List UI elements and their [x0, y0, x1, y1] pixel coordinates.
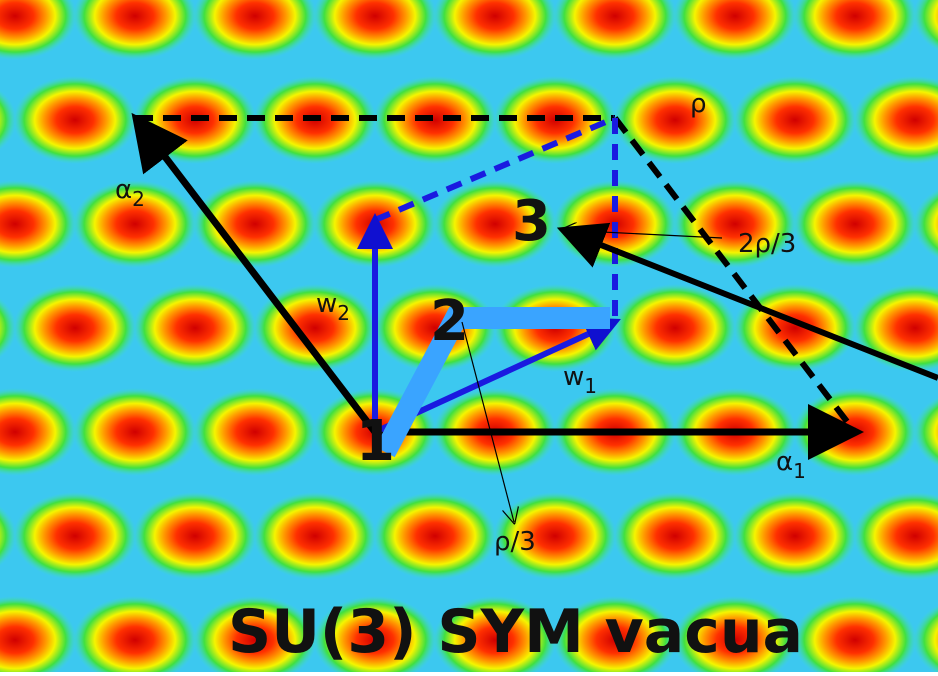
vacuum-label: 1: [356, 409, 395, 474]
rho-third-label: ρ/3: [494, 527, 536, 557]
symbol: α: [115, 175, 132, 205]
symbol: w: [563, 362, 584, 392]
subscript: 2: [132, 187, 145, 211]
background: [0, 0, 938, 672]
vacuum-label: 2: [430, 289, 469, 354]
symbol: w: [316, 289, 337, 319]
two-rho-third-label: 2ρ/3: [738, 229, 796, 259]
title: SU(3) SYM vacua: [228, 597, 803, 667]
rho-label: ρ: [690, 89, 707, 119]
subscript: 2: [337, 301, 350, 325]
symbol: α: [776, 447, 793, 477]
diagram: α2 α1 w2 w1 ρ 2ρ/3 ρ/3 1 2 3 SU(3) SYM v…: [0, 0, 938, 672]
subscript: 1: [584, 374, 597, 398]
subscript: 1: [793, 459, 806, 483]
vacuum-label: 3: [512, 189, 551, 254]
